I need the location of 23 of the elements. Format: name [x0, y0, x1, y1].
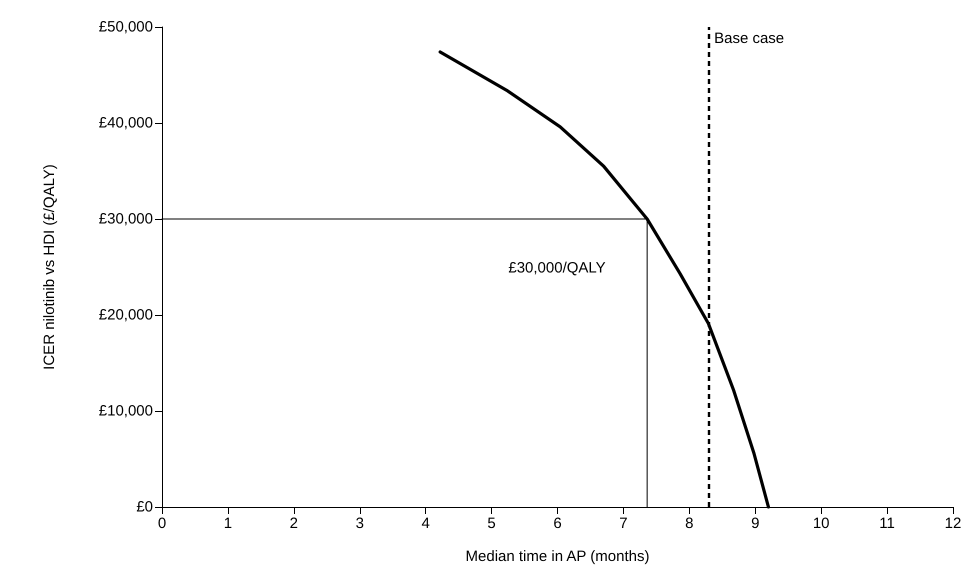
- y-tick-label: £10,000: [98, 402, 153, 420]
- x-tick-label: 6: [553, 515, 562, 532]
- x-tick-label: 2: [290, 515, 298, 532]
- x-tick-label: 12: [944, 515, 962, 532]
- x-tick-label: 7: [619, 515, 628, 532]
- x-tick-label: 3: [356, 515, 364, 532]
- x-tick-label: 9: [751, 515, 760, 532]
- y-tick-label: £20,000: [98, 306, 153, 324]
- y-tick-label: £0: [136, 498, 153, 516]
- y-tick-label: £30,000: [98, 210, 153, 228]
- y-tick-label: £40,000: [98, 114, 153, 132]
- x-tick-label: 10: [812, 515, 830, 532]
- y-tick-label: £50,000: [98, 18, 153, 36]
- x-tick-label: 4: [421, 515, 430, 532]
- x-tick-label: 5: [487, 515, 496, 532]
- x-axis-title: Median time in AP (months): [466, 548, 650, 565]
- x-tick-label: 1: [224, 515, 232, 532]
- x-tick-label: 11: [879, 515, 895, 532]
- y-axis-title: ICER nilotinib vs HDI (£/QALY): [41, 164, 58, 370]
- x-tick-label: 8: [685, 515, 694, 532]
- x-tick-label: 0: [158, 515, 166, 532]
- ref-line-label: Base case: [714, 30, 784, 47]
- annotation: £30,000/QALY: [508, 260, 606, 276]
